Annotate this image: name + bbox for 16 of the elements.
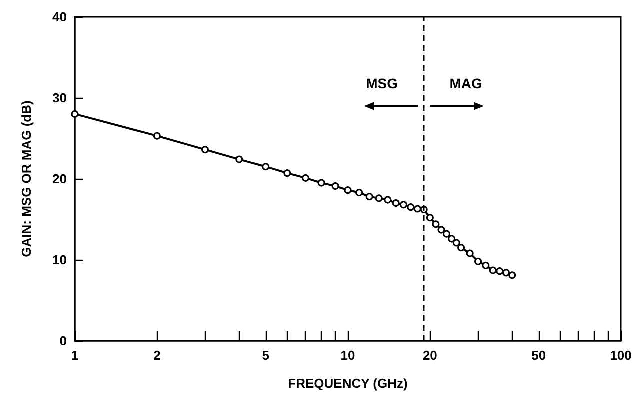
y-axis-title: GAIN: MSG OR MAG (dB) — [19, 100, 34, 258]
x-tick-label: 20 — [422, 348, 438, 363]
y-tick-label: 20 — [52, 172, 67, 186]
x-tick-label: 1 — [71, 348, 79, 363]
y-tick-label: 10 — [52, 252, 67, 268]
x-axis-title: FREQUENCY (GHz) — [288, 376, 408, 391]
y-tick-label: 30 — [52, 90, 67, 106]
x-tick-label: 100 — [610, 348, 632, 363]
x-tick-label: 5 — [262, 348, 270, 363]
annotation: MSG — [366, 75, 398, 92]
annotation: MAG — [450, 75, 483, 92]
x-tick-label: 2 — [154, 348, 161, 363]
y-tick-label: 0 — [60, 334, 67, 348]
y-tick-label: 40 — [52, 10, 67, 24]
x-tick-label: 50 — [532, 348, 546, 363]
x-tick-label: 10 — [340, 348, 356, 363]
